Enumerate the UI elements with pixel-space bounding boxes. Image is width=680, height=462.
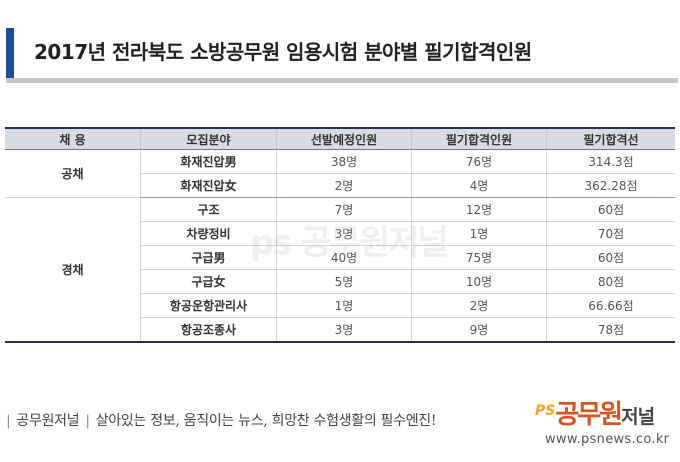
footer-slogan: 살아있는 정보, 움직이는 뉴스, 희망찬 수험생활의 필수엔진! (95, 413, 437, 429)
table-row: 구급男 40명 75명 60점 (5, 245, 675, 270)
planned-cell: 2명 (276, 173, 412, 198)
field-cell: 화재진압男 (140, 149, 277, 174)
passed-cell: 12명 (411, 197, 547, 222)
field-cell: 구조 (140, 197, 277, 222)
planned-cell: 3명 (276, 221, 412, 246)
table-row: 차량정비 3명 1명 70점 (5, 221, 675, 246)
cutoff-cell: 362.28점 (546, 173, 675, 198)
passed-cell: 10명 (411, 269, 547, 294)
cutoff-cell: 314.3점 (546, 149, 675, 174)
table-row: 항공운항관리사 1명 2명 66.66점 (5, 293, 675, 318)
brand-logo: PS공무원저널 (535, 394, 655, 431)
planned-cell: 7명 (276, 197, 412, 222)
passed-cell: 4명 (411, 173, 547, 198)
cutoff-cell: 60점 (546, 197, 675, 222)
title-accent-bar (6, 28, 14, 82)
footer-tagline: | 공무원저널 | 살아있는 정보, 움직이는 뉴스, 희망찬 수험생활의 필수엔진! (0, 410, 437, 430)
planned-cell: 38명 (276, 149, 412, 174)
table-row: 구급女 5명 10명 80점 (5, 269, 675, 294)
logo-name: 공무원 (555, 400, 623, 430)
group-label: 경채 (5, 197, 141, 343)
passed-cell: 75명 (411, 245, 547, 270)
footer-separator: | (6, 413, 11, 429)
field-cell: 구급女 (140, 269, 277, 294)
table-row: 화재진압女 2명 4명 362.28점 (5, 173, 675, 198)
group-label: 공채 (5, 149, 141, 198)
title-divider (6, 78, 678, 83)
cutoff-cell: 66.66점 (546, 293, 675, 318)
table-row: 항공조종사 3명 9명 78점 (5, 317, 675, 342)
page-title: 2017년 전라북도 소방공무원 임용시험 분야별 필기합격인원 (34, 40, 532, 64)
passed-cell: 9명 (411, 317, 547, 342)
field-cell: 구급男 (140, 245, 277, 270)
planned-cell: 3명 (276, 317, 412, 342)
cutoff-cell: 60점 (546, 245, 675, 270)
cutoff-cell: 80점 (546, 269, 675, 294)
table-header-row: 채 용 모집분야 선발예정인원 필기합격인원 필기합격선 (5, 128, 675, 150)
header-passed: 필기합격인원 (411, 128, 547, 150)
passed-cell: 76명 (411, 149, 547, 174)
header-recruitment: 채 용 (5, 128, 141, 150)
planned-cell: 1명 (276, 293, 412, 318)
cutoff-cell: 70점 (546, 221, 675, 246)
passed-cell: 1명 (411, 221, 547, 246)
footer-brand: 공무원저널 (16, 413, 80, 429)
header-field: 모집분야 (140, 128, 277, 150)
field-cell: 항공운항관리사 (140, 293, 277, 318)
header-cutoff: 필기합격선 (546, 128, 675, 150)
passed-cell: 2명 (411, 293, 547, 318)
cutoff-cell: 78점 (546, 317, 675, 342)
header-planned: 선발예정인원 (276, 128, 412, 150)
logo-ps-mark: PS (535, 403, 556, 419)
planned-cell: 40명 (276, 245, 412, 270)
table-row: 공채 화재진압男 38명 76명 314.3점 (5, 149, 675, 198)
site-url: www.psnews.co.kr (545, 432, 670, 447)
results-table: 채 용 모집분야 선발예정인원 필기합격인원 필기합격선 공채 화재진압男 38… (5, 127, 675, 343)
footer-separator: | (85, 413, 90, 429)
planned-cell: 5명 (276, 269, 412, 294)
field-cell: 차량정비 (140, 221, 277, 246)
field-cell: 항공조종사 (140, 317, 277, 342)
logo-sub: 저널 (621, 406, 655, 428)
table-row: 경채 구조 7명 12명 60점 (5, 197, 675, 343)
field-cell: 화재진압女 (140, 173, 277, 198)
